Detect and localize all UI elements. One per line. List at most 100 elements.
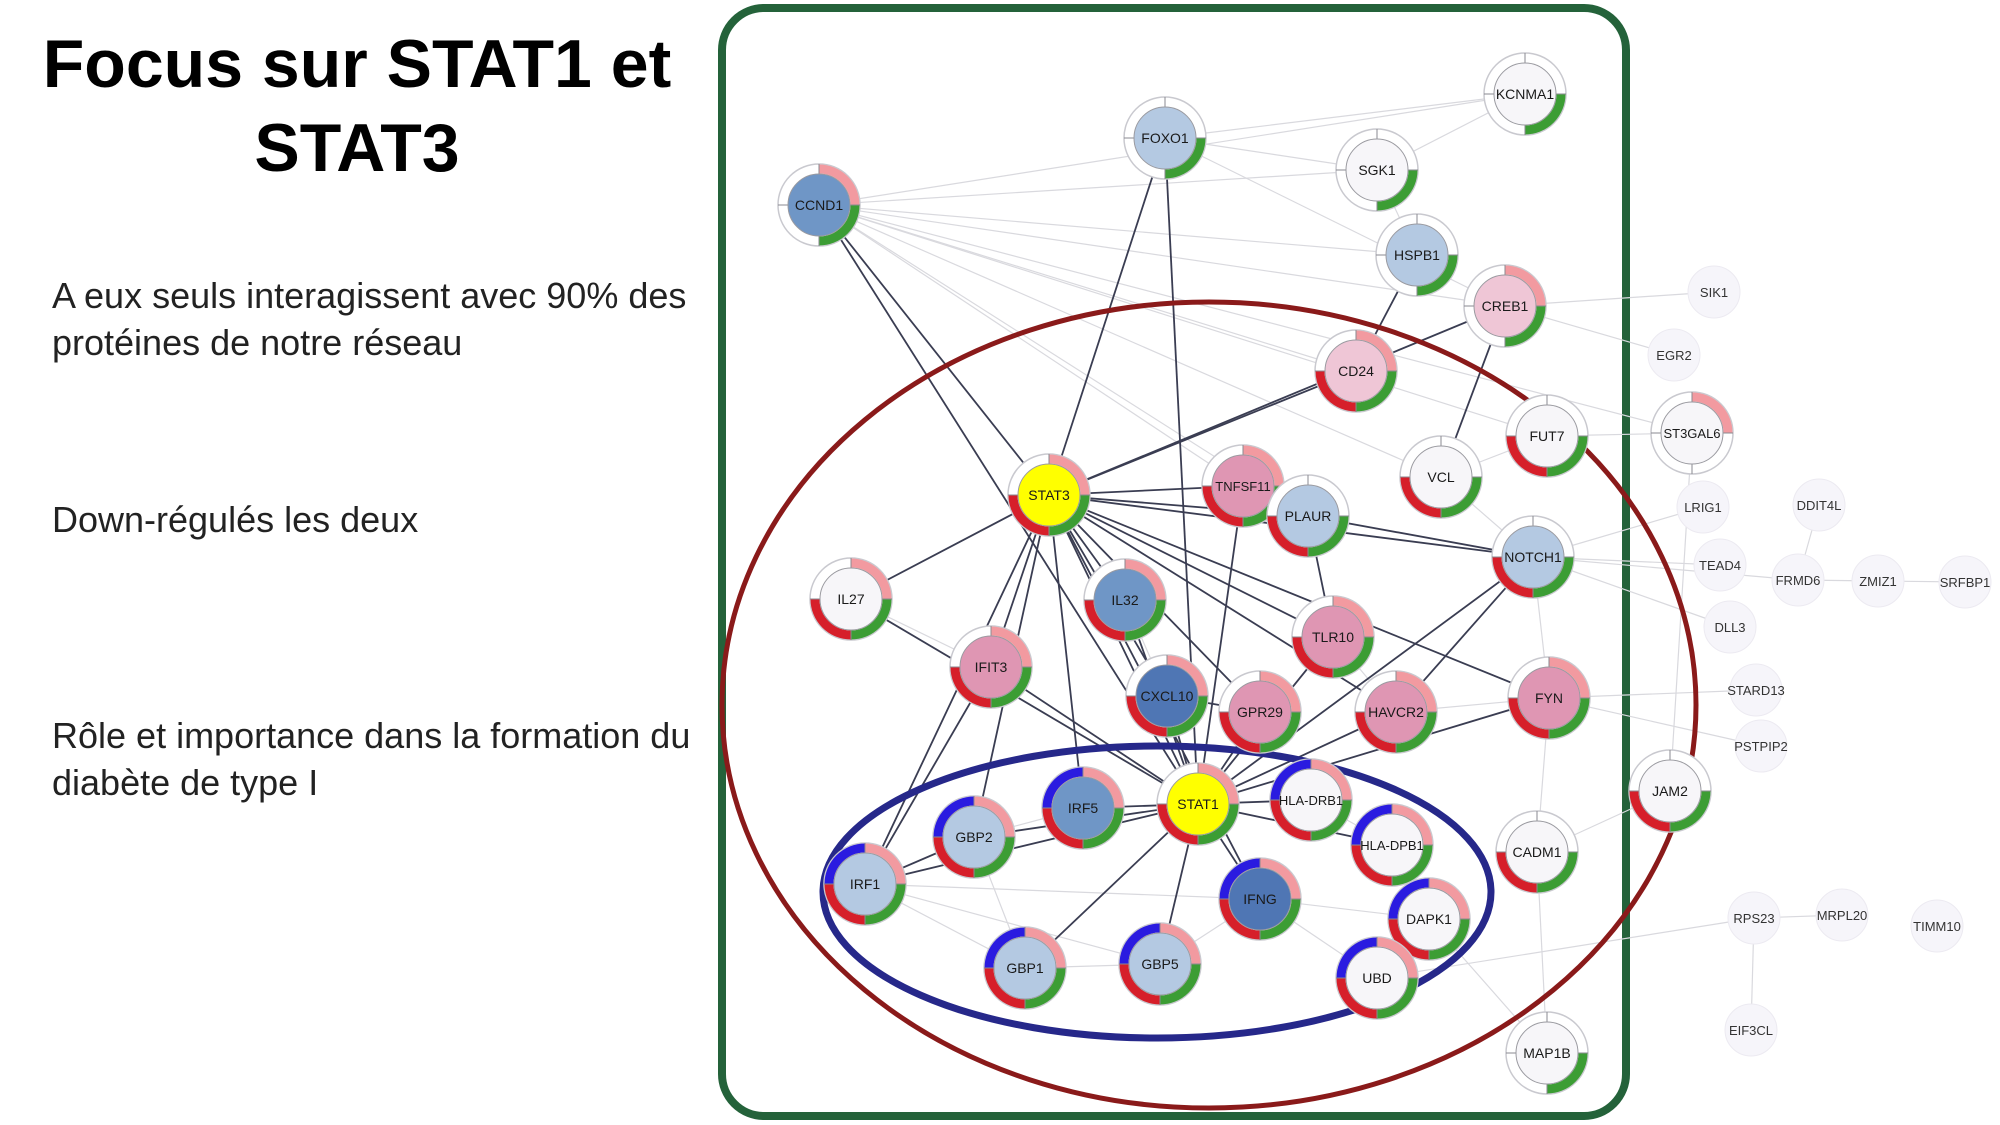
node-cxcl10: CXCL10 xyxy=(1125,654,1209,738)
ring-segment xyxy=(1042,767,1084,809)
node-label: FUT7 xyxy=(1530,428,1565,444)
ring-segment xyxy=(950,666,992,708)
ring-segment xyxy=(1310,759,1352,801)
edge-stat3-irf5 xyxy=(1048,494,1084,809)
node-label: TLR10 xyxy=(1312,629,1354,645)
ring-segment xyxy=(1395,671,1437,713)
node-label: CREB1 xyxy=(1482,298,1529,314)
node-ifit3: IFIT3 xyxy=(949,625,1033,709)
ring-segment xyxy=(1629,790,1671,832)
node-label: STAT3 xyxy=(1028,487,1070,503)
ring-segment xyxy=(1428,878,1470,920)
node-havcr2: HAVCR2 xyxy=(1354,670,1438,754)
ring-segment xyxy=(1124,599,1166,641)
node-egr2: EGR2 xyxy=(1647,328,1701,382)
ring-segment xyxy=(933,796,975,838)
ring-segment xyxy=(973,796,1015,838)
ring-segment xyxy=(1259,898,1301,940)
ring-segment xyxy=(1008,494,1050,536)
edge-irf1-ifit3 xyxy=(864,666,992,885)
ring-segment xyxy=(850,558,892,600)
ring-segment xyxy=(1267,515,1309,557)
edge-ccnd1-sgk1 xyxy=(818,169,1378,206)
node-ifng: IFNG xyxy=(1218,857,1302,941)
node-lrig1: LRIG1 xyxy=(1676,480,1730,534)
ring-segment xyxy=(1048,494,1090,536)
ring-segment xyxy=(1546,435,1588,477)
ring-segment xyxy=(1197,803,1239,845)
edge-ccnd1-creb1 xyxy=(818,204,1506,307)
edge-ccnd1-cd24 xyxy=(818,204,1357,372)
bullet-interactions: A eux seuls interagissent avec 90% des p… xyxy=(52,275,687,363)
node-rps23: RPS23 xyxy=(1727,891,1781,945)
ring-segment xyxy=(1219,858,1261,900)
ring-segment xyxy=(810,598,852,640)
ring-segment xyxy=(1391,844,1433,886)
ring-segment xyxy=(1669,790,1711,832)
node-hla-drb1: HLA-DRB1 xyxy=(1269,758,1353,842)
node-label: IL32 xyxy=(1111,592,1138,608)
ring-segment xyxy=(1376,937,1418,979)
ring-segment xyxy=(1082,807,1124,849)
node-il32: IL32 xyxy=(1083,558,1167,642)
node-label: HLA-DPB1 xyxy=(1360,838,1424,853)
node-label: JAM2 xyxy=(1652,783,1688,799)
ring-segment xyxy=(933,836,975,878)
ring-segment xyxy=(1355,711,1397,753)
ring-segment xyxy=(1157,803,1199,845)
ring-segment xyxy=(1416,254,1458,296)
node-label: FRMD6 xyxy=(1776,573,1821,588)
node-hspb1: HSPB1 xyxy=(1375,213,1459,297)
node-irf5: IRF5 xyxy=(1041,766,1125,850)
ring-segment xyxy=(1351,804,1393,846)
ring-segment xyxy=(1048,454,1090,496)
node-stat3: STAT3 xyxy=(1007,453,1091,537)
ring-segment xyxy=(1084,599,1126,641)
node-stat1: STAT1 xyxy=(1156,762,1240,846)
node-hla-dpb1: HLA-DPB1 xyxy=(1350,803,1434,887)
node-label: RPS23 xyxy=(1733,911,1774,926)
node-foxo1: FOXO1 xyxy=(1123,96,1207,180)
ring-segment xyxy=(1159,923,1201,965)
ring-segment xyxy=(1270,759,1312,801)
ring-segment xyxy=(864,883,906,925)
ring-segment xyxy=(1292,636,1334,678)
ring-segment xyxy=(1492,556,1534,598)
ring-segment xyxy=(1082,767,1124,809)
ring-segment xyxy=(1259,711,1301,753)
node-creb1: CREB1 xyxy=(1463,264,1547,348)
stat1-region-ellipse xyxy=(819,742,1495,1042)
bullet-down-regulated: Down-régulés les deux xyxy=(52,499,419,540)
edge-stat1-fyn xyxy=(1197,697,1550,805)
node-label: PLAUR xyxy=(1285,508,1332,524)
ring-segment xyxy=(1270,799,1312,841)
node-label: UBD xyxy=(1362,970,1392,986)
ring-segment xyxy=(973,836,1015,878)
ring-segment xyxy=(1315,370,1357,412)
node-label: TEAD4 xyxy=(1699,558,1741,573)
node-label: EIF3CL xyxy=(1729,1023,1773,1038)
edge-stat3-creb1 xyxy=(1048,305,1506,496)
node-label: GBP5 xyxy=(1141,956,1179,972)
ring-segment xyxy=(984,927,1026,969)
node-frmd6: FRMD6 xyxy=(1771,553,1825,607)
node-label: IL27 xyxy=(837,591,864,607)
node-label: MAP1B xyxy=(1523,1045,1570,1061)
node-ccnd1: CCND1 xyxy=(777,163,861,247)
node-label: SIK1 xyxy=(1700,285,1728,300)
ring-segment xyxy=(1307,515,1349,557)
node-label: DDIT4L xyxy=(1797,498,1842,513)
ring-segment xyxy=(1428,918,1470,960)
ring-segment xyxy=(1159,963,1201,1005)
ring-segment xyxy=(1166,655,1208,697)
node-label: DLL3 xyxy=(1714,620,1745,635)
ring-segment xyxy=(1219,711,1261,753)
ring-segment xyxy=(1504,265,1546,307)
ring-segment xyxy=(1532,556,1574,598)
node-label: DAPK1 xyxy=(1406,911,1452,927)
node-ddit4l: DDIT4L xyxy=(1792,478,1846,532)
node-dapk1: DAPK1 xyxy=(1387,877,1471,961)
ring-segment xyxy=(1202,485,1244,527)
ring-segment xyxy=(1506,435,1548,477)
